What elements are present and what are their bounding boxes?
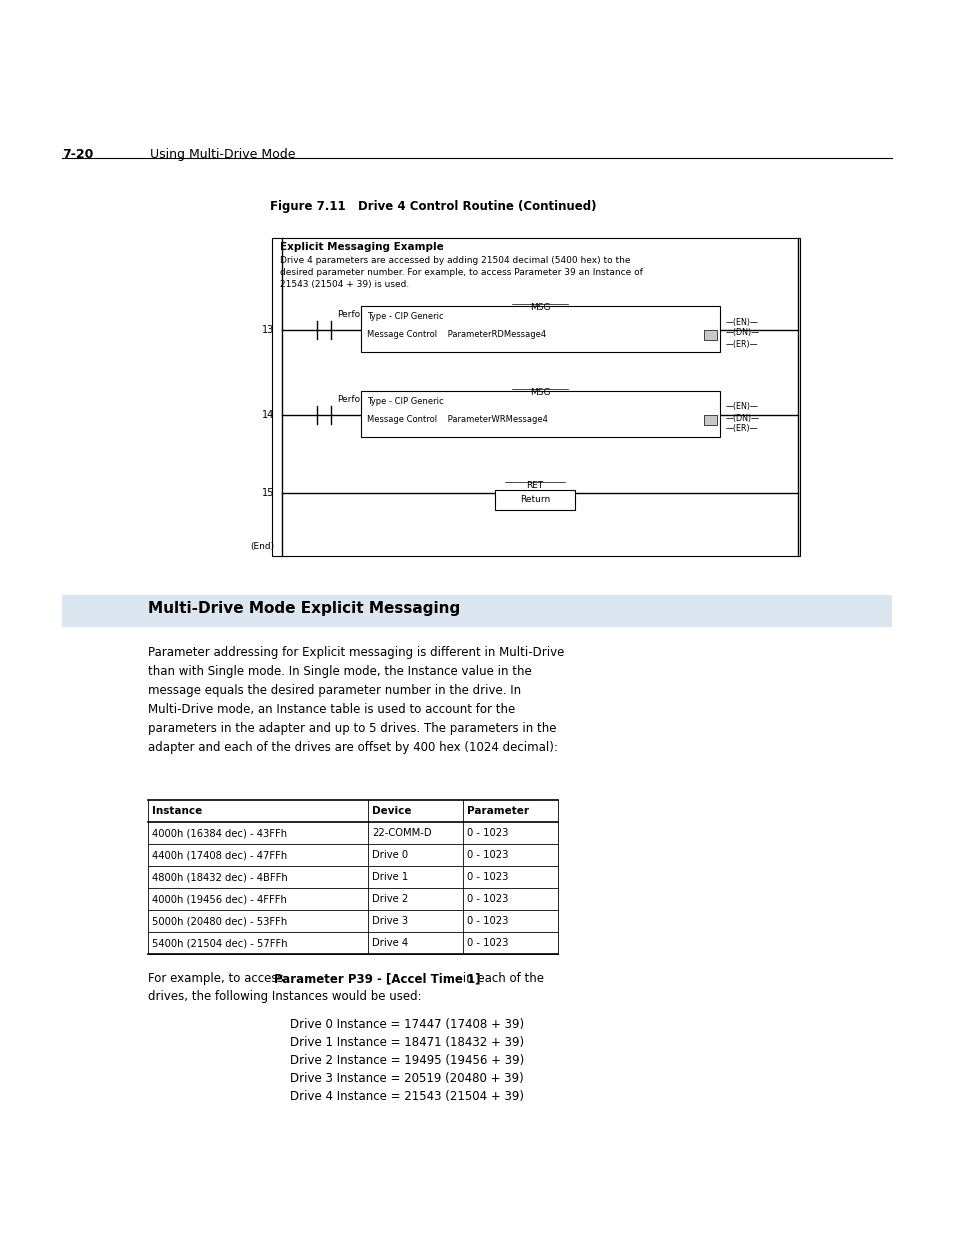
Text: Return: Return (519, 495, 550, 505)
Text: Drive 0 Instance = 17447 (17408 + 39): Drive 0 Instance = 17447 (17408 + 39) (290, 1018, 523, 1031)
Text: Explicit Messaging Example: Explicit Messaging Example (280, 242, 443, 252)
Text: Drive 1: Drive 1 (372, 872, 408, 882)
Text: Drive 4 parameters are accessed by adding 21504 decimal (5400 hex) to the
desire: Drive 4 parameters are accessed by addin… (280, 256, 642, 289)
Text: Instance: Instance (152, 806, 202, 816)
Text: 7-20: 7-20 (62, 148, 93, 161)
Text: 22-COMM-D: 22-COMM-D (372, 827, 431, 839)
Text: ...: ... (707, 417, 713, 422)
Bar (703, 330, 717, 340)
Text: ...: ... (707, 332, 713, 337)
Text: Drive 4: Drive 4 (372, 939, 408, 948)
Text: —(DN)—: —(DN)— (725, 329, 760, 337)
Text: Drive 2: Drive 2 (372, 894, 408, 904)
Text: 0 - 1023: 0 - 1023 (467, 827, 508, 839)
Text: Parameter P39 - [Accel Time 1]: Parameter P39 - [Accel Time 1] (274, 972, 480, 986)
Text: 4400h (17408 dec) - 47FFh: 4400h (17408 dec) - 47FFh (152, 850, 287, 860)
Text: 4000h (19456 dec) - 4FFFh: 4000h (19456 dec) - 4FFFh (152, 894, 287, 904)
Text: drives, the following Instances would be used:: drives, the following Instances would be… (148, 990, 421, 1003)
Text: 0 - 1023: 0 - 1023 (467, 916, 508, 926)
Text: 0 - 1023: 0 - 1023 (467, 939, 508, 948)
Text: Drive 4 Instance = 21543 (21504 + 39): Drive 4 Instance = 21543 (21504 + 39) (290, 1091, 523, 1103)
Text: Parameter: Parameter (467, 806, 529, 816)
Text: Type - CIP Generic: Type - CIP Generic (367, 396, 443, 406)
Text: in each of the: in each of the (458, 972, 543, 986)
Text: Drive 3 Instance = 20519 (20480 + 39): Drive 3 Instance = 20519 (20480 + 39) (290, 1072, 523, 1086)
Text: 15: 15 (261, 488, 274, 498)
Text: 0 - 1023: 0 - 1023 (467, 872, 508, 882)
Text: RET: RET (526, 480, 543, 490)
Text: (End): (End) (250, 542, 274, 552)
Text: Message Control    ParameterRDMessage4: Message Control ParameterRDMessage4 (367, 330, 545, 338)
Text: Parameter addressing for Explicit messaging is different in Multi-Drive
than wit: Parameter addressing for Explicit messag… (148, 646, 564, 755)
Bar (360, 306, 720, 352)
Text: 0 - 1023: 0 - 1023 (467, 894, 508, 904)
Text: Drive 3: Drive 3 (372, 916, 408, 926)
Text: Drive 1 Instance = 18471 (18432 + 39): Drive 1 Instance = 18471 (18432 + 39) (290, 1036, 523, 1049)
Text: Multi-Drive Mode Explicit Messaging: Multi-Drive Mode Explicit Messaging (148, 601, 459, 616)
Text: Message Control    ParameterWRMessage4: Message Control ParameterWRMessage4 (367, 415, 547, 424)
Text: —(ER)—: —(ER)— (725, 425, 758, 433)
Text: 4000h (16384 dec) - 43FFh: 4000h (16384 dec) - 43FFh (152, 827, 287, 839)
Text: —(DN)—: —(DN)— (725, 414, 760, 422)
Text: Device: Device (372, 806, 411, 816)
Text: 5000h (20480 dec) - 53FFh: 5000h (20480 dec) - 53FFh (152, 916, 287, 926)
Text: Drive 2 Instance = 19495 (19456 + 39): Drive 2 Instance = 19495 (19456 + 39) (290, 1053, 524, 1067)
Text: MSG: MSG (530, 303, 550, 312)
Text: 4800h (18432 dec) - 4BFFh: 4800h (18432 dec) - 4BFFh (152, 872, 288, 882)
Bar (495, 490, 575, 510)
Bar (360, 391, 720, 437)
Text: —(EN)—: —(EN)— (725, 403, 759, 411)
Bar (703, 415, 717, 425)
Text: 0 - 1023: 0 - 1023 (467, 850, 508, 860)
Text: —(ER)—: —(ER)— (725, 340, 758, 348)
Text: Drive 0: Drive 0 (372, 850, 408, 860)
Text: —(EN)—: —(EN)— (725, 317, 759, 326)
Bar (272, 238, 800, 556)
Text: 5400h (21504 dec) - 57FFh: 5400h (21504 dec) - 57FFh (152, 939, 287, 948)
Bar (62, 595, 891, 627)
Text: 14: 14 (261, 410, 274, 420)
Text: Type - CIP Generic: Type - CIP Generic (367, 312, 443, 321)
Text: MSG: MSG (530, 388, 550, 396)
Text: 13: 13 (261, 325, 274, 335)
Text: Figure 7.11   Drive 4 Control Routine (Continued): Figure 7.11 Drive 4 Control Routine (Con… (270, 200, 596, 212)
Text: PerformParameterWrite4: PerformParameterWrite4 (336, 310, 449, 319)
Text: PerformParameterRead4: PerformParameterRead4 (336, 395, 448, 404)
Text: Using Multi-Drive Mode: Using Multi-Drive Mode (150, 148, 295, 161)
Text: For example, to access: For example, to access (148, 972, 287, 986)
